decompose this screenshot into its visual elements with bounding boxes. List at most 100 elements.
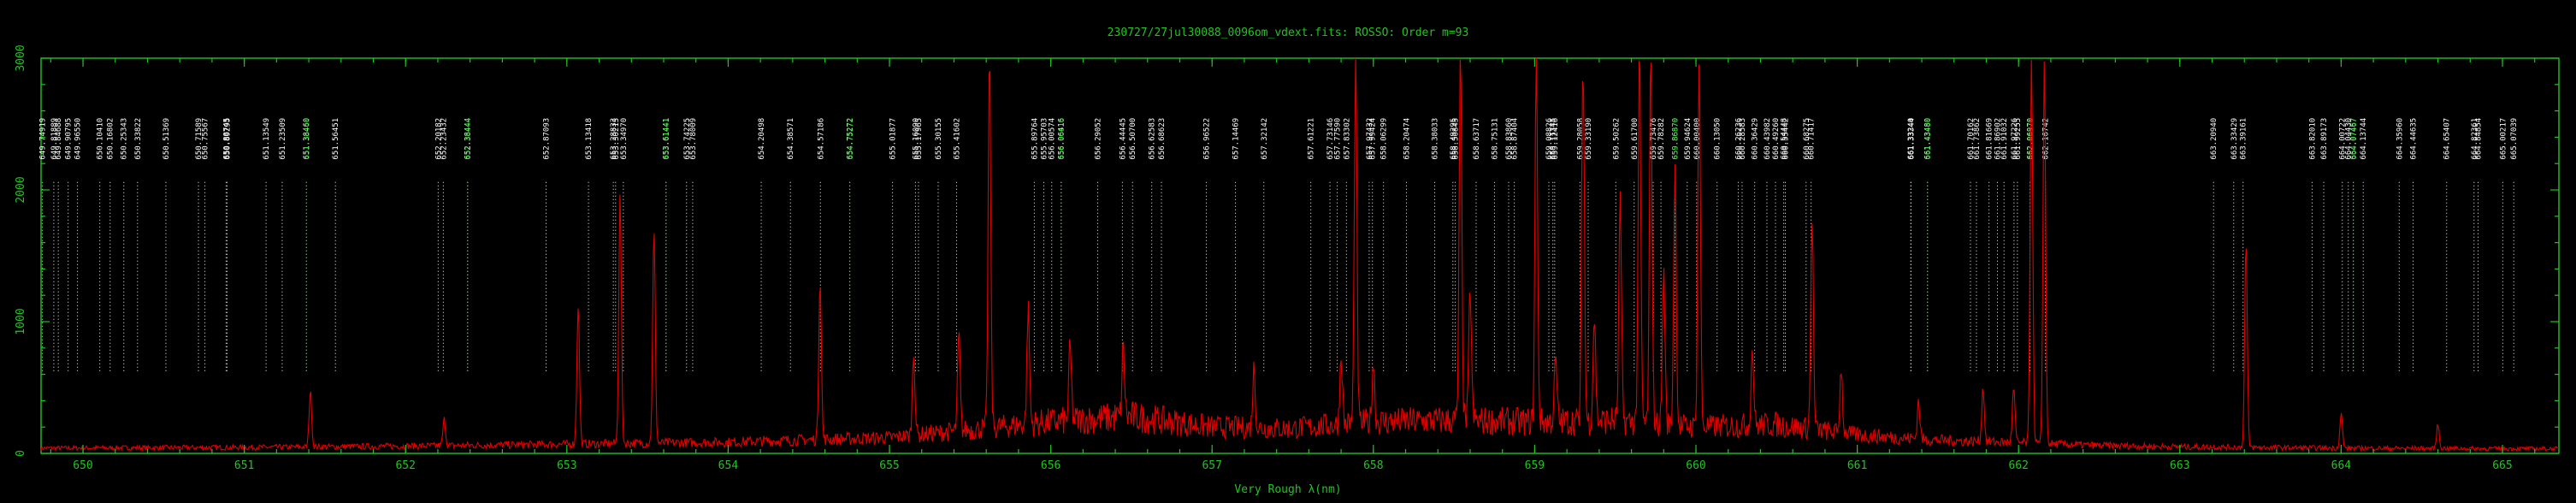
line-marker-label: 651.38460 [303,118,311,160]
line-marker-label: 659.73476 [1650,118,1658,160]
line-marker-label: 660.49260 [1772,118,1781,160]
line-marker-label: 658.38033 [1431,118,1439,160]
line-marker-label: 649.81889 [50,118,59,160]
line-marker-label: 654.75272 [847,118,855,160]
line-marker-label: 655.17965 [915,118,924,160]
line-marker-label: 664.07467 [2350,118,2359,160]
line-marker-label: 661.43480 [1924,118,1933,160]
y-tick-label: 1000 [15,308,27,334]
line-marker-label: 659.33190 [1585,118,1593,160]
line-marker-label: 650.88745 [222,118,231,160]
line-marker-label: 649.84688 [55,118,63,160]
line-marker-label: 652.23432 [440,118,448,160]
line-marker-label: 655.95703 [1041,118,1049,160]
line-marker-label: 659.78282 [1657,118,1666,160]
line-marker-label: 662.16742 [2042,118,2051,160]
line-marker-label: 654.57186 [817,118,825,160]
line-marker-label: 661.73862 [1973,118,1982,160]
line-marker-label: 655.16090 [912,118,920,160]
line-marker-label: 659.86870 [1671,118,1680,160]
line-marker-label: 661.33240 [1907,118,1916,160]
line-marker-label: 661.97226 [2011,118,2019,160]
line-marker-label: 652.38444 [464,118,473,160]
y-tick-label: 0 [15,450,27,457]
line-marker-label: 655.01877 [889,118,898,160]
line-marker-label: 654.20498 [758,118,766,160]
line-marker-label: 659.61700 [1631,118,1640,160]
line-marker-label: 658.75131 [1491,118,1499,160]
line-marker-label: 657.97432 [1366,118,1374,160]
line-marker-label: 664.00722 [2339,118,2348,160]
line-marker-label: 658.83860 [1505,118,1514,160]
line-marker-label: 664.82361 [2471,118,2479,160]
line-marker-label: 660.55442 [1781,118,1790,160]
x-tick-label: 651 [234,459,254,472]
line-marker-label: 657.32142 [1261,118,1269,160]
line-marker-label: 657.77590 [1334,118,1343,160]
line-marker-label: 651.38460 [303,118,311,160]
line-marker-label: 664.07467 [2350,118,2359,160]
x-tick-label: 658 [1363,459,1383,472]
x-tick-label: 662 [2008,459,2028,472]
line-marker-label: 664.84854 [2475,118,2484,160]
x-tick-label: 664 [2331,459,2352,472]
line-marker-label: 658.06299 [1380,118,1389,160]
line-marker-label: 649.90795 [65,118,74,160]
chart-title: 230727/27jul30088_0096om_vdext.fits: ROS… [1108,27,1469,39]
x-tick-label: 661 [1847,459,1867,472]
x-tick-label: 659 [1525,459,1545,472]
line-marker-label: 658.20474 [1403,118,1411,160]
line-marker-label: 656.29052 [1094,118,1102,160]
line-marker-label: 660.68275 [1803,118,1811,160]
line-marker-label: 657.83302 [1343,118,1351,160]
line-marker-label: 660.36429 [1752,118,1760,160]
line-marker-label: 660.54448 [1781,118,1789,160]
x-tick-label: 653 [557,459,576,472]
line-marker-label: 659.50262 [1612,118,1621,160]
line-marker-label: 658.63717 [1473,118,1481,160]
line-marker-label: 659.28058 [1576,118,1585,160]
x-tick-label: 657 [1202,459,1221,472]
line-marker-label: 650.75567 [202,118,210,160]
line-marker-label: 657.99424 [1369,118,1378,160]
line-marker-label: 657.14469 [1232,118,1241,160]
line-marker-label: 654.38571 [787,118,795,160]
line-marker-label: 664.13744 [2360,118,2368,160]
line-marker-label: 660.13050 [1714,118,1722,160]
line-marker-label: 660.71417 [1808,118,1817,160]
line-marker-label: 661.99255 [2014,118,2023,160]
line-marker-label: 661.33344 [1907,118,1916,160]
line-marker-label: 660.43982 [1764,118,1772,160]
line-marker-label: 652.20182 [434,118,443,160]
x-tick-label: 655 [879,459,899,472]
line-marker-label: 664.35960 [2396,118,2404,160]
line-marker-label: 664.04430 [2345,118,2354,160]
line-marker-label: 656.50700 [1129,118,1137,160]
line-marker-label: 659.94624 [1684,118,1693,160]
line-marker-label: 661.91032 [2000,118,2009,160]
line-marker-label: 661.81669 [1986,118,1994,160]
line-marker-label: 665.00217 [2499,118,2508,160]
line-marker-label: 661.43480 [1924,118,1933,160]
x-tick-label: 660 [1686,459,1705,472]
line-marker-label: 650.33822 [134,118,143,160]
line-marker-label: 663.89173 [2320,118,2329,160]
line-marker-label: 659.11345 [1550,118,1558,160]
x-axis: 650 651 652 653 654 655 656 657 658 659 660 661 662 6… [50,58,2536,472]
line-marker-label: 660.26236 [1734,118,1743,160]
line-marker-label: 656.62583 [1149,118,1157,160]
line-marker-label: 664.65407 [2443,118,2452,160]
line-marker-label: 650.71589 [195,118,204,160]
y-axis: 0 1000 2000 3000 [15,44,2559,457]
line-marker-label: 663.39161 [2240,118,2248,160]
x-tick-label: 663 [2170,459,2189,472]
line-marker-label: 655.30155 [935,118,943,160]
line-marker-label: 656.96522 [1203,118,1212,160]
y-tick-label: 3000 [15,44,27,71]
line-marker-label: 653.61441 [663,118,671,160]
line-marker-label: 660.28583 [1739,118,1747,160]
line-marker-label: 651.13549 [263,118,271,160]
line-marker-label: 659.86870 [1672,118,1681,160]
line-marker-label: 650.16802 [107,118,115,160]
